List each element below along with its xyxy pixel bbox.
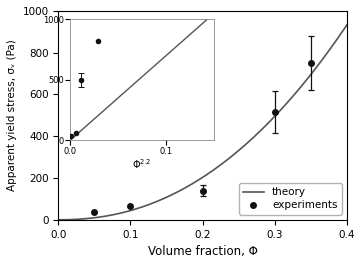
theory (232, 153, 236, 156)
X-axis label: Volume fraction, Φ: Volume fraction, Φ (148, 245, 257, 258)
Y-axis label: Apparent yield stress, σᵥ (Pa): Apparent yield stress, σᵥ (Pa) (7, 39, 17, 191)
theory (56, 218, 60, 221)
theory (198, 177, 203, 180)
theory (299, 85, 303, 89)
Legend: theory, experiments: theory, experiments (239, 183, 342, 215)
theory (216, 165, 220, 168)
theory (197, 178, 201, 182)
theory (352, 13, 356, 16)
Line: theory: theory (58, 14, 354, 220)
theory (345, 23, 349, 27)
